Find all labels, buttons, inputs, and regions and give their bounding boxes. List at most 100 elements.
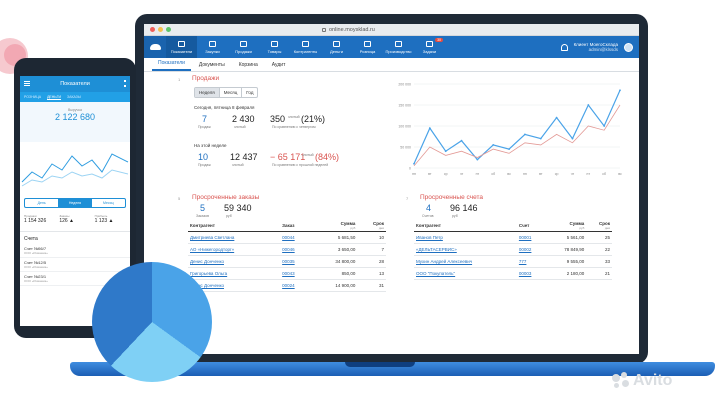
tab-trash[interactable]: Корзина — [238, 62, 258, 68]
bell-icon[interactable] — [560, 43, 568, 51]
data-point[interactable] — [492, 144, 495, 146]
nav-item-retail[interactable]: Розница — [352, 36, 383, 58]
x-tick-label: пн — [523, 172, 527, 176]
nav-item-contractors[interactable]: Контрагенты — [290, 36, 321, 58]
contractor-cell[interactable]: ООО "Покупатель" — [414, 267, 517, 280]
x-tick-label: чт — [571, 172, 575, 176]
menu-icon[interactable] — [24, 81, 30, 86]
table-row[interactable]: Григорьева Ольга 00043 850,00 13 — [188, 267, 386, 280]
period-month-button[interactable]: Месяц — [220, 88, 243, 97]
data-point[interactable] — [428, 127, 431, 129]
table-row[interactable]: ООО "Покупатель" 00003 2 180,00 21 — [414, 267, 612, 280]
nav-item-indicators[interactable]: Показатели — [166, 36, 197, 58]
browser-bar: online.moysklad.ru — [144, 24, 639, 36]
table-row[interactable]: Дмитриева Светлана 00044 5 681,50 10 — [188, 231, 386, 244]
data-point[interactable] — [539, 137, 542, 140]
contractor-cell[interactable]: Мухин Андрей Алексеевич — [414, 255, 517, 268]
table-row[interactable]: Мухин Андрей Алексеевич 777 9 555,00 33 — [414, 255, 612, 268]
contractor-cell[interactable]: Денис Донченко — [188, 279, 281, 292]
table-row[interactable]: «ДЕЛЬТАСЕРВИС» 00002 78 849,90 22 — [414, 243, 612, 256]
doc-cell[interactable]: 777 — [516, 255, 546, 268]
table-row[interactable]: Иванов Петр 00001 5 561,00 25 — [414, 231, 612, 244]
table-row[interactable]: Денис Донченко 00035 34 800,00 28 — [188, 255, 386, 268]
today-diff-pct: (21%) — [301, 114, 326, 124]
nav-label: Закупки — [205, 48, 220, 54]
x-tick-label: вт — [428, 172, 432, 176]
laptop-screen: online.moysklad.ru Показатели Закупки Пр… — [144, 24, 639, 354]
logo-icon[interactable] — [144, 36, 166, 58]
contractor-cell[interactable]: Денис Донченко — [188, 255, 281, 268]
y-tick-label: 150 000 — [398, 104, 411, 108]
contractor-cell[interactable]: Иванов Петр — [414, 231, 517, 244]
address-bar[interactable]: online.moysklad.ru — [322, 27, 375, 33]
phone-tab-orders[interactable]: ЗАКАЗЫ — [67, 95, 82, 99]
box-icon — [271, 40, 278, 47]
avito-logo-icon — [612, 372, 630, 390]
avatar[interactable] — [624, 42, 633, 52]
phone-tab-retail[interactable]: РОЗНИЦА — [24, 95, 42, 99]
doc-cell[interactable]: 00043 — [280, 267, 312, 280]
data-point[interactable] — [524, 133, 526, 136]
doc-cell[interactable]: 00024 — [280, 279, 312, 292]
nav-item-sales[interactable]: Продажи — [228, 36, 259, 58]
contractor-cell[interactable]: АО «Нижегородторг» — [188, 243, 281, 256]
data-point[interactable] — [508, 148, 510, 150]
tab-indicators[interactable]: Показатели — [152, 60, 191, 71]
phone-period-day[interactable]: День — [37, 201, 46, 205]
list-item[interactable]: Счет №12/5 ООО «Ромашка» — [20, 258, 130, 272]
table-row[interactable]: Денис Донченко 00024 14 900,00 31 — [188, 279, 386, 292]
phone-stat: Прибыль 1 123 ▲ — [94, 214, 114, 224]
doc-cell[interactable]: 00046 — [280, 243, 312, 256]
phone-section-title: Счета — [20, 231, 130, 244]
minimize-icon[interactable] — [158, 27, 163, 32]
tab-audit[interactable]: Аудит — [271, 62, 286, 68]
data-point[interactable] — [460, 139, 463, 142]
list-item[interactable]: Счет №56/7 ООО «Ромашка» — [20, 244, 130, 258]
data-point[interactable] — [587, 104, 590, 106]
more-icon[interactable] — [124, 80, 126, 87]
table-row[interactable]: АО «Нижегородторг» 00046 3 650,00 7 — [188, 243, 386, 256]
contractor-cell[interactable]: Григорьева Ольга — [188, 267, 281, 280]
phone-stat: Заказы 126 ▲ — [59, 214, 75, 224]
phone-period-selector: День Неделя Месяц — [24, 198, 126, 208]
close-icon[interactable] — [150, 27, 155, 32]
nav-item-tasks[interactable]: Задачи 30 — [414, 36, 445, 58]
today-diff-unit: злотый — [288, 115, 300, 119]
week-sum-label: злотый — [232, 163, 244, 167]
x-tick-label: сб — [491, 172, 495, 176]
x-tick-label: пт — [476, 172, 480, 176]
phone-tab-money[interactable]: ДЕНЬГИ — [47, 94, 62, 100]
app-nav: Показатели Закупки Продажи Товары Контра… — [144, 36, 639, 58]
period-year-button[interactable]: Год — [246, 90, 254, 95]
bag-icon — [240, 40, 247, 47]
period-week-button[interactable]: Неделя — [195, 88, 220, 97]
nav-item-money[interactable]: Деньги — [321, 36, 352, 58]
list-item[interactable]: Счет №23/1 ООО «Ромашка» — [20, 272, 130, 286]
week-count-label: Продаж — [198, 163, 211, 167]
tab-documents[interactable]: Документы — [198, 62, 225, 68]
data-point[interactable] — [413, 162, 415, 165]
doc-cell[interactable]: 00044 — [280, 231, 312, 244]
contractor-cell[interactable]: «ДЕЛЬТАСЕРВИС» — [414, 243, 517, 256]
nav-item-goods[interactable]: Товары — [259, 36, 290, 58]
contractor-cell[interactable]: Дмитриева Светлана — [188, 231, 281, 244]
doc-cell[interactable]: 00001 — [516, 231, 546, 244]
doc-cell[interactable]: 00002 — [516, 243, 546, 256]
data-point[interactable] — [571, 137, 574, 140]
phone-period-week[interactable]: Неделя — [58, 199, 92, 207]
col-term: Срок дни — [357, 220, 386, 232]
doc-cell[interactable]: 00035 — [280, 255, 312, 268]
user-info[interactable]: Клиент МоегоСклада admin@klssds — [574, 42, 618, 53]
store-icon — [364, 40, 371, 47]
phone-period-month[interactable]: Месяц — [103, 201, 114, 205]
data-point[interactable] — [619, 89, 621, 92]
doc-cell[interactable]: 00003 — [516, 267, 546, 280]
nav-item-production[interactable]: Производство — [383, 36, 414, 58]
data-point[interactable] — [555, 116, 558, 119]
nav-item-purchases[interactable]: Закупки — [197, 36, 228, 58]
week-diff-pct: (84%) — [315, 152, 340, 162]
data-point[interactable] — [476, 158, 479, 161]
data-point[interactable] — [603, 125, 606, 127]
maximize-icon[interactable] — [166, 27, 171, 32]
data-point[interactable] — [444, 150, 447, 153]
